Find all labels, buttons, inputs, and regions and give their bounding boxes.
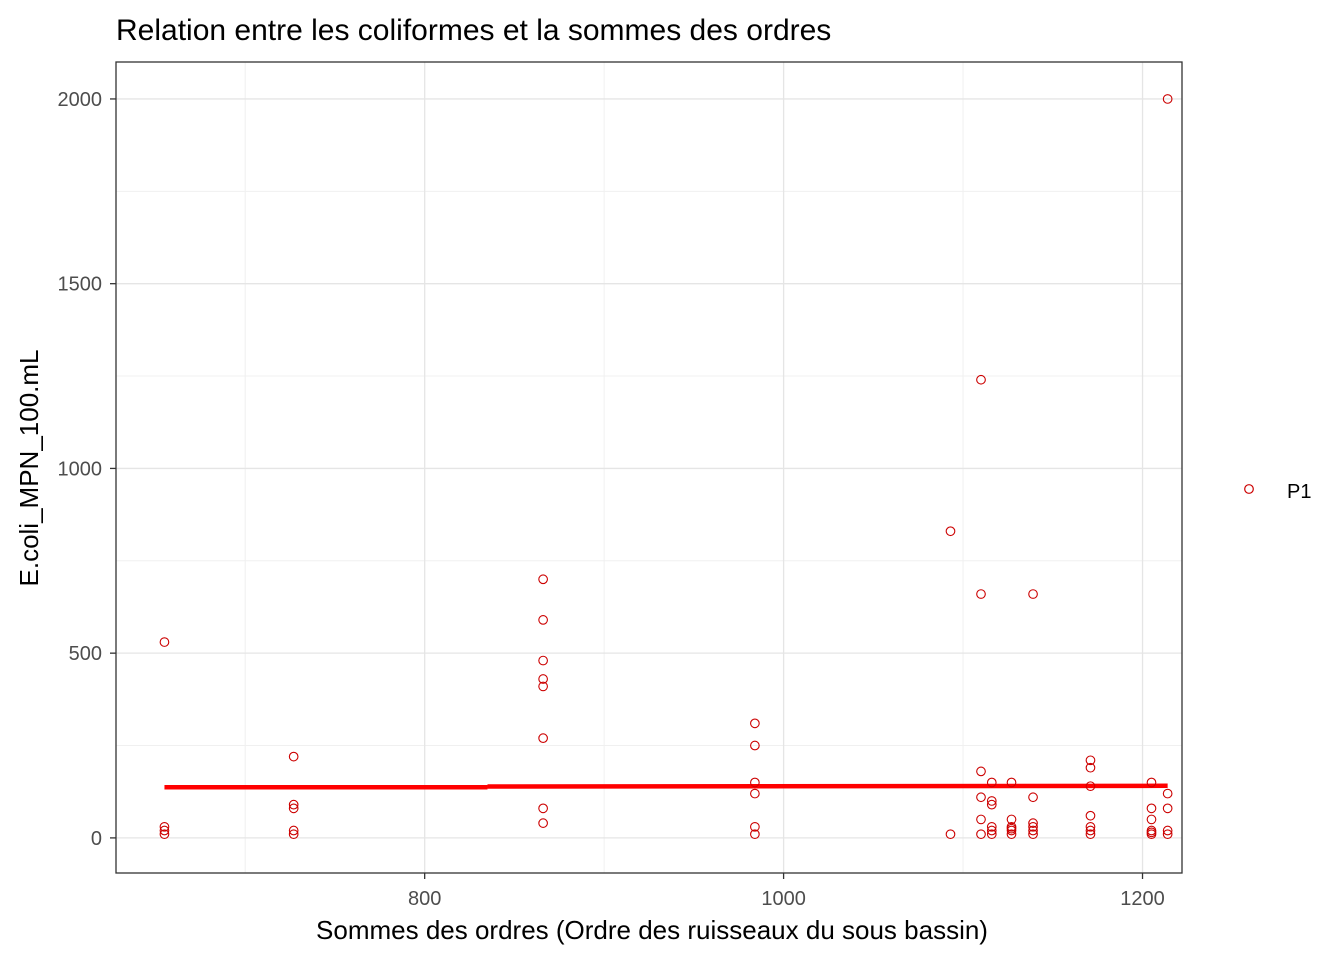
y-tick-label: 500: [69, 643, 102, 665]
data-point: [1085, 781, 1096, 792]
data-point: [1146, 777, 1157, 788]
data-point: [538, 803, 548, 814]
data-point: [986, 825, 997, 836]
data-point: [538, 681, 548, 692]
data-point: [976, 589, 986, 599]
data-point: [976, 829, 986, 840]
data-point: [976, 792, 986, 803]
data-point: [288, 751, 299, 762]
data-point: [1028, 792, 1038, 803]
data-point: [986, 821, 997, 832]
data-point: [159, 825, 170, 836]
data-point: [945, 829, 956, 840]
data-point: [976, 814, 986, 825]
chart-title: Relation entre les coliformes et la somm…: [116, 14, 831, 47]
data-point: [1162, 825, 1173, 836]
data-point: [976, 374, 986, 385]
x-tick-label: 1200: [1120, 888, 1165, 910]
data-point: [1085, 762, 1096, 773]
data-point: [750, 740, 760, 751]
data-point: [159, 821, 170, 832]
y-axis: 0 500 1000 1500 2000: [58, 89, 116, 850]
grid-major: [116, 62, 1182, 873]
legend-label-p1: P1: [1287, 481, 1311, 503]
data-point: [288, 803, 299, 814]
data-point: [1006, 777, 1017, 788]
x-axis: 800 1000 1200: [408, 873, 1165, 910]
data-points: [159, 94, 1173, 840]
data-point: [750, 829, 760, 840]
data-point: [1162, 803, 1173, 814]
data-point: [986, 777, 997, 788]
x-tick-label: 800: [408, 888, 441, 910]
plot-panel-border: [115, 61, 1183, 874]
trend-line-segment: [487, 783, 1168, 789]
data-point: [750, 718, 760, 729]
data-point: [1028, 818, 1038, 828]
data-point: [538, 615, 548, 625]
x-tick-label: 1000: [761, 888, 806, 910]
data-point: [986, 829, 997, 840]
legend-key-p1: [1244, 484, 1254, 494]
data-point: [1085, 829, 1096, 840]
data-point: [750, 788, 760, 799]
data-point: [1006, 825, 1017, 836]
data-point: [976, 766, 986, 777]
data-point: [1006, 829, 1017, 840]
data-point: [1162, 788, 1173, 799]
data-point: [1085, 825, 1096, 836]
data-point: [1085, 755, 1096, 766]
data-point: [1162, 829, 1173, 840]
data-point: [538, 674, 548, 684]
data-point: [750, 777, 760, 788]
data-point: [750, 821, 760, 832]
data-point: [288, 799, 299, 810]
data-point: [1146, 829, 1157, 840]
data-point: [538, 655, 548, 666]
data-point: [1085, 810, 1096, 821]
y-tick-label: 1500: [58, 274, 103, 296]
trend-line: [164, 783, 1168, 790]
data-point: [1146, 814, 1157, 825]
data-point: [986, 796, 997, 806]
data-point: [288, 829, 299, 840]
data-point: [1006, 814, 1017, 825]
data-point: [945, 526, 956, 537]
data-point: [538, 818, 548, 828]
data-point: [1162, 94, 1173, 104]
data-point: [1028, 821, 1038, 832]
data-point: [1028, 829, 1038, 840]
data-point: [159, 829, 170, 840]
data-point: [538, 733, 548, 743]
data-point: [538, 574, 548, 585]
y-tick-label: 1000: [58, 458, 103, 480]
y-axis-title: E.coli_MPN_100.mL: [14, 350, 44, 587]
grid-minor: [116, 62, 1182, 873]
data-point: [288, 825, 299, 836]
data-point: [1146, 803, 1157, 814]
x-axis-title: Sommes des ordres (Ordre des ruisseaux d…: [316, 915, 988, 945]
data-point: [1028, 589, 1038, 599]
data-point: [159, 637, 170, 647]
data-point: [986, 799, 997, 810]
data-point: [1146, 827, 1157, 838]
y-tick-label: 2000: [58, 89, 103, 111]
data-point: [1028, 825, 1038, 836]
legend: P1: [1244, 481, 1311, 503]
data-point: [1085, 821, 1096, 832]
y-tick-label: 0: [91, 828, 102, 850]
